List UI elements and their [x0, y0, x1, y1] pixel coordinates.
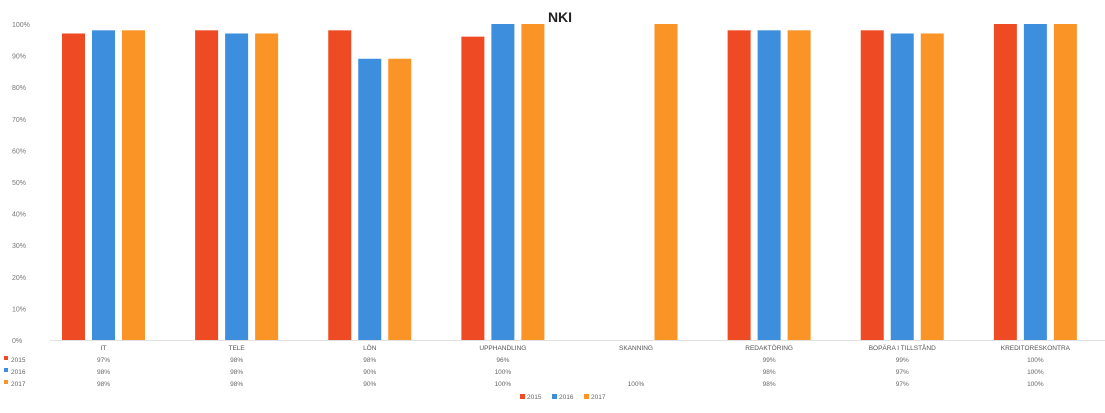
- legend-swatch-2016: [552, 394, 557, 399]
- legend-swatch-2015: [520, 394, 525, 399]
- table-cell: 100%: [495, 369, 512, 376]
- y-tick-label: 100%: [12, 22, 30, 29]
- bar-2016-3: [491, 24, 515, 340]
- category-label: BOPÄRA I TILLSTÅND: [869, 343, 936, 352]
- y-axis: 0% 10% 20% 30% 40% 50% 60% 70% 80% 90% 100%: [12, 22, 30, 345]
- table-series-name: 2015: [11, 357, 26, 364]
- chart-title: NKI: [548, 9, 572, 25]
- legend: 2015 2016 2017: [520, 394, 606, 401]
- table-cell: 99%: [763, 357, 776, 364]
- bar-2015-3: [461, 36, 485, 340]
- y-tick-label: 30%: [12, 243, 26, 250]
- y-tick-label: 0%: [12, 338, 22, 345]
- y-tick-label: 50%: [12, 180, 26, 187]
- category-labels: IT TELE LÖN UPPHANDLING SKANNING REDAKTÖRING B…: [101, 343, 1071, 352]
- table-cell: 98%: [97, 381, 110, 388]
- bar-2017-0: [122, 30, 145, 340]
- legend-label: 2017: [591, 394, 606, 401]
- bar-2016-5: [757, 30, 781, 340]
- table-cell: 98%: [230, 369, 243, 376]
- table-cell: 100%: [1027, 369, 1044, 376]
- y-tick-label: 70%: [12, 117, 26, 124]
- category-label: IT: [101, 345, 107, 352]
- table-series-name: 2017: [11, 381, 26, 388]
- legend-swatch-2017: [584, 394, 589, 399]
- bar-2016-6: [890, 33, 914, 340]
- bar-2017-1: [255, 33, 279, 340]
- category-label: LÖN: [363, 344, 377, 352]
- category-label: REDAKTÖRING: [745, 344, 793, 352]
- table-legend-key: [4, 368, 8, 372]
- bar-2016-2: [358, 58, 382, 340]
- bar-2015-0: [62, 33, 85, 340]
- bar-2015-7: [993, 24, 1017, 340]
- table-legend-key: [4, 356, 8, 360]
- bar-2017-5: [787, 30, 811, 340]
- bar-2015-2: [328, 30, 352, 340]
- table-cell: 100%: [628, 381, 645, 388]
- y-tick-label: 90%: [12, 54, 26, 61]
- table-cell: 97%: [896, 369, 909, 376]
- table-series-name: 2016: [11, 369, 26, 376]
- y-tick-label: 40%: [12, 212, 26, 219]
- bar-2017-4: [654, 24, 678, 340]
- bar-2016-1: [225, 33, 249, 340]
- category-label: TELE: [228, 345, 245, 352]
- category-label: UPPHANDLING: [479, 345, 526, 352]
- table-cell: 100%: [495, 381, 512, 388]
- table-cell: 98%: [763, 381, 776, 388]
- table-cell: 97%: [97, 357, 110, 364]
- table-cell: 90%: [363, 369, 376, 376]
- category-label: KREDITORESKONTRA: [1001, 345, 1071, 352]
- bar-2015-5: [727, 30, 751, 340]
- category-label: SKANNING: [619, 345, 653, 352]
- y-tick-label: 80%: [12, 85, 26, 92]
- bar-2015-1: [195, 30, 219, 340]
- legend-label: 2015: [527, 394, 542, 401]
- table-legend-key: [4, 380, 8, 384]
- table-cell: 96%: [496, 357, 509, 364]
- table-cell: 98%: [230, 357, 243, 364]
- table-cell: 90%: [363, 381, 376, 388]
- bar-2016-0: [92, 30, 115, 340]
- y-tick-label: 60%: [12, 148, 26, 155]
- table-cell: 98%: [97, 369, 110, 376]
- y-tick-label: 20%: [12, 275, 26, 282]
- data-table: 2015 97% 98% 98% 96% 99% 99% 100% 2016 98% 98% 90% 1…: [4, 356, 1044, 388]
- bar-2015-6: [860, 30, 884, 340]
- table-cell: 98%: [363, 357, 376, 364]
- bars: [50, 24, 1105, 341]
- table-cell: 98%: [763, 369, 776, 376]
- bar-2017-7: [1053, 24, 1077, 340]
- bar-2016-7: [1023, 24, 1047, 340]
- bar-2017-6: [920, 33, 944, 340]
- bar-2017-2: [388, 58, 412, 340]
- table-cell: 100%: [1027, 381, 1044, 388]
- table-cell: 98%: [230, 381, 243, 388]
- table-cell: 99%: [896, 357, 909, 364]
- table-cell: 100%: [1027, 357, 1044, 364]
- bar-2017-3: [521, 24, 545, 340]
- legend-label: 2016: [559, 394, 574, 401]
- table-cell: 97%: [896, 381, 909, 388]
- y-tick-label: 10%: [12, 306, 26, 313]
